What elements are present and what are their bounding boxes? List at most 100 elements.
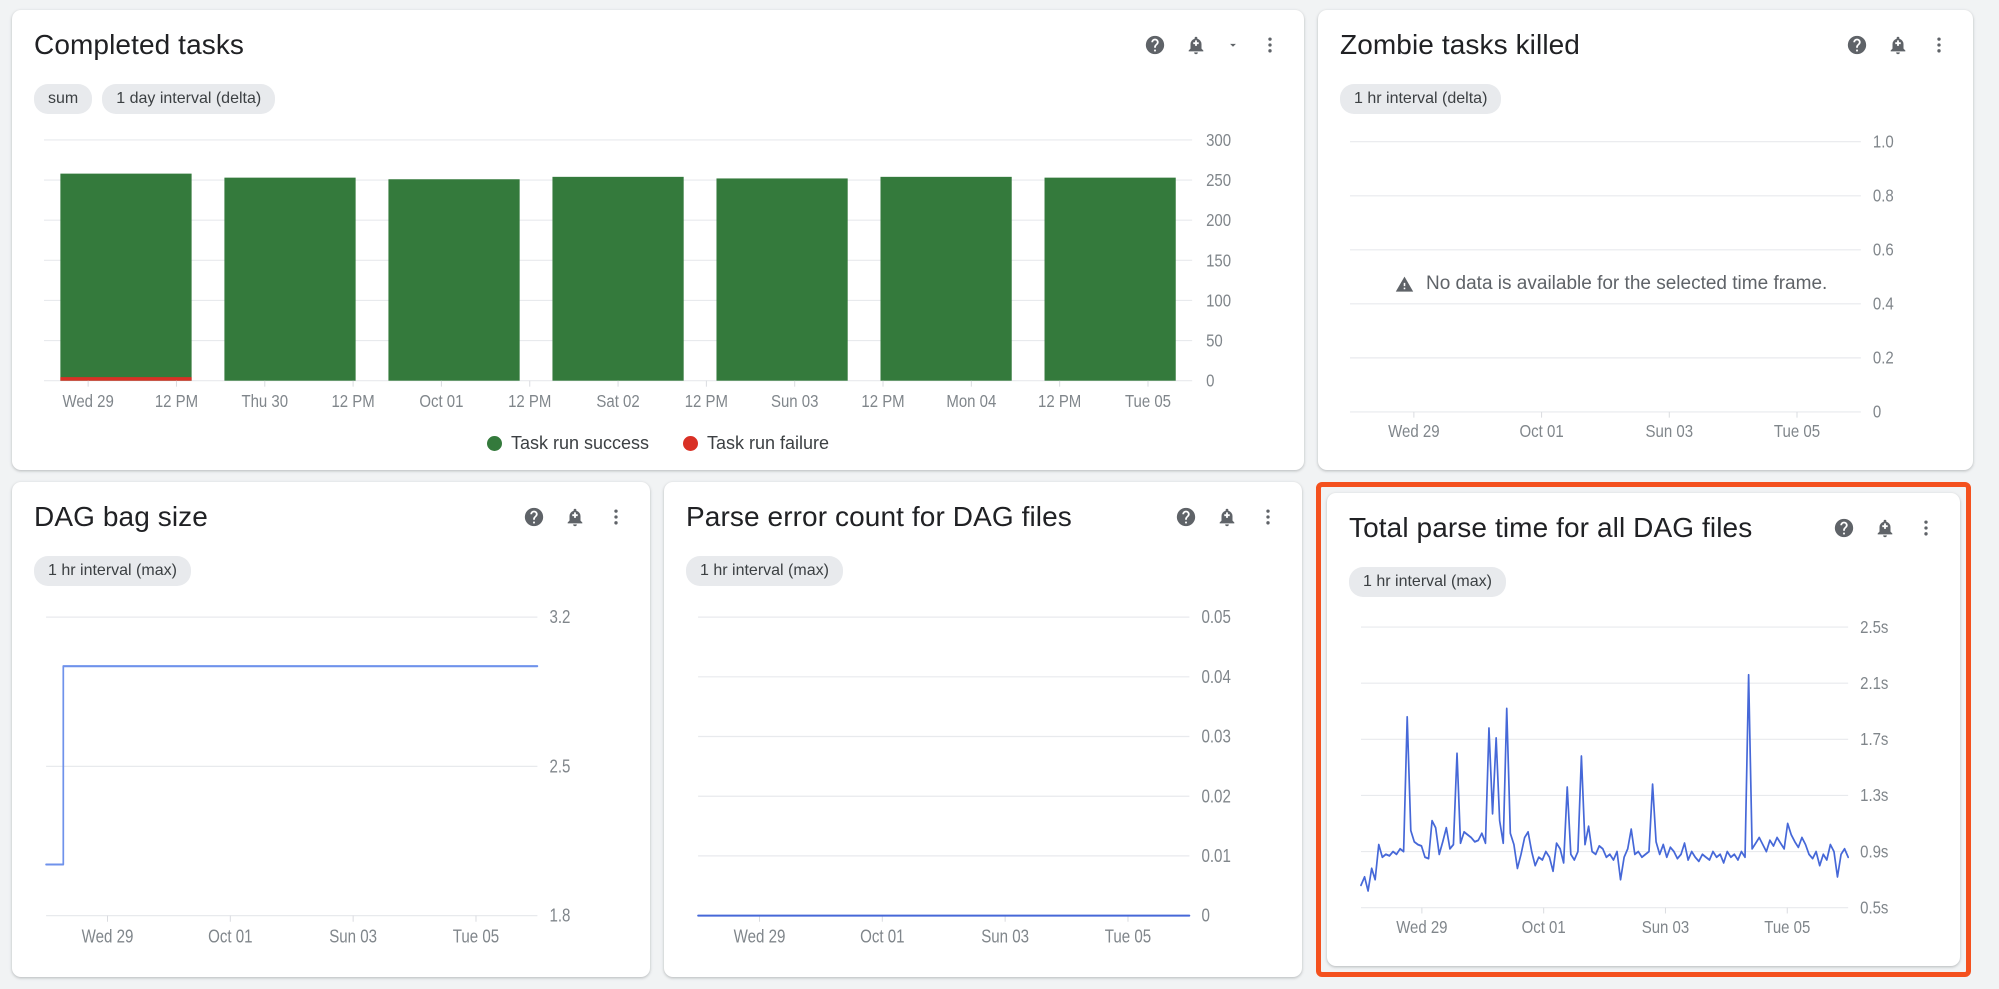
help-icon[interactable] (522, 505, 546, 529)
bell-add-icon[interactable] (1184, 33, 1208, 57)
chip-aggregation[interactable]: sum (34, 84, 93, 114)
kebab-menu-icon[interactable] (1256, 505, 1280, 529)
svg-text:0.5s: 0.5s (1860, 898, 1888, 917)
panel-header: Zombie tasks killed (1340, 28, 1951, 68)
bell-add-icon[interactable] (1215, 505, 1239, 529)
legend-item-success[interactable]: Task run success (486, 432, 649, 454)
dashboard-row-bottom: DAG bag size 1 hr interval (max) (12, 482, 1987, 977)
panel-zombie-tasks: Zombie tasks killed 1 hr interval (delta… (1318, 10, 1973, 470)
svg-text:Sun 03: Sun 03 (771, 392, 818, 412)
svg-text:100: 100 (1206, 291, 1231, 311)
chart-zombie-tasks: 0 0.2 0.4 0.6 0.8 1.0 Wed 29 Oct 01 Sun 03 Tue 05… (1340, 128, 1951, 460)
bell-add-icon[interactable] (1886, 33, 1910, 57)
panel-header: Total parse time for all DAG files (1349, 511, 1938, 551)
svg-text:Sun 03: Sun 03 (1645, 422, 1693, 441)
svg-text:Oct 01: Oct 01 (1522, 918, 1566, 937)
svg-text:200: 200 (1206, 211, 1231, 231)
kebab-menu-icon[interactable] (1927, 33, 1951, 57)
svg-text:0.6: 0.6 (1873, 241, 1894, 260)
svg-text:0: 0 (1206, 371, 1214, 391)
kebab-menu-icon[interactable] (1258, 33, 1282, 57)
svg-text:12 PM: 12 PM (1038, 392, 1081, 412)
svg-text:Sat 02: Sat 02 (596, 392, 639, 412)
svg-text:0.05: 0.05 (1201, 607, 1230, 628)
legend-dot-failure (683, 435, 698, 451)
page-title: Total parse time for all DAG files (1349, 512, 1753, 543)
no-data-message: No data is available for the selected ti… (1395, 273, 1827, 295)
legend-dot-success (486, 435, 502, 451)
svg-text:300: 300 (1206, 131, 1231, 151)
svg-text:Mon 04: Mon 04 (946, 392, 996, 412)
svg-text:Wed 29: Wed 29 (1388, 422, 1440, 441)
svg-text:12 PM: 12 PM (685, 392, 728, 412)
selection-highlight-border: Total parse time for all DAG files (1316, 482, 1971, 977)
bell-add-icon[interactable] (563, 505, 587, 529)
svg-text:Oct 01: Oct 01 (419, 392, 463, 412)
svg-text:Sun 03: Sun 03 (329, 926, 377, 947)
svg-text:Oct 01: Oct 01 (860, 926, 904, 947)
svg-text:Tue 05: Tue 05 (1125, 392, 1171, 412)
kebab-menu-icon[interactable] (604, 505, 628, 529)
svg-text:0.01: 0.01 (1201, 846, 1230, 867)
page-title: Parse error count for DAG files (686, 501, 1072, 532)
panel-header: DAG bag size (34, 500, 628, 540)
legend-label-failure: Task run failure (707, 432, 830, 453)
svg-text:0.8: 0.8 (1873, 187, 1894, 206)
chip-interval[interactable]: 1 hr interval (max) (686, 556, 843, 586)
svg-text:Tue 05: Tue 05 (453, 926, 499, 947)
page-title: Completed tasks (34, 29, 245, 60)
svg-text:Wed 29: Wed 29 (734, 926, 786, 947)
legend-label-success: Task run success (510, 432, 649, 453)
panel-chips: 1 hr interval (delta) (1340, 84, 1951, 114)
svg-text:1.0: 1.0 (1873, 133, 1894, 152)
panel-chips: 1 hr interval (max) (1349, 567, 1938, 597)
svg-text:0.04: 0.04 (1201, 667, 1230, 688)
chart-parse-error-count: 0 0.01 0.02 0.03 0.04 0.05 Wed 29 Oct 01 Sun 03 T… (686, 600, 1280, 967)
svg-text:250: 250 (1206, 171, 1231, 191)
panel-header-icons (1143, 28, 1282, 57)
svg-text:12 PM: 12 PM (508, 392, 551, 412)
panel-parse-error-count: Parse error count for DAG files 1 hr int… (664, 482, 1302, 977)
chevron-down-icon[interactable] (1225, 37, 1241, 53)
help-icon[interactable] (1174, 505, 1198, 529)
svg-text:0.03: 0.03 (1201, 726, 1230, 747)
svg-text:Sun 03: Sun 03 (1642, 918, 1689, 937)
svg-text:0: 0 (1873, 403, 1881, 422)
svg-text:0.02: 0.02 (1201, 786, 1230, 807)
no-data-text: No data is available for the selected ti… (1425, 273, 1828, 295)
chip-interval[interactable]: 1 day interval (delta) (102, 84, 276, 114)
svg-text:2.5s: 2.5s (1860, 618, 1888, 637)
chip-interval[interactable]: 1 hr interval (delta) (1340, 84, 1502, 114)
help-icon[interactable] (1845, 33, 1869, 57)
kebab-menu-icon[interactable] (1914, 516, 1938, 540)
svg-text:Wed 29: Wed 29 (1396, 918, 1447, 937)
panel-header-icons (522, 500, 628, 529)
svg-text:Tue 05: Tue 05 (1774, 422, 1820, 441)
panel-chips: 1 hr interval (max) (686, 556, 1280, 586)
svg-text:0.9s: 0.9s (1860, 842, 1888, 861)
bell-add-icon[interactable] (1873, 516, 1897, 540)
dashboard-row-top: Completed tasks sum (12, 10, 1987, 470)
help-icon[interactable] (1143, 33, 1167, 57)
svg-text:Wed 29: Wed 29 (82, 926, 134, 947)
panel-header: Completed tasks (34, 28, 1282, 68)
svg-text:Thu 30: Thu 30 (241, 392, 288, 412)
chip-interval[interactable]: 1 hr interval (max) (1349, 567, 1506, 597)
chart-total-parse-time: 0.5s 0.9s 1.3s 1.7s 2.1s 2.5s Wed 29 Oct 01 Sun … (1349, 611, 1938, 956)
svg-text:0.4: 0.4 (1873, 295, 1894, 314)
panel-header-icons (1174, 500, 1280, 529)
page-title: Zombie tasks killed (1340, 29, 1580, 60)
svg-text:1.7s: 1.7s (1860, 730, 1888, 749)
svg-text:2.1s: 2.1s (1860, 674, 1888, 693)
help-icon[interactable] (1832, 516, 1856, 540)
legend-item-failure[interactable]: Task run failure (683, 433, 829, 454)
page-title: DAG bag size (34, 501, 208, 532)
panel-dag-bag-size: DAG bag size 1 hr interval (max) (12, 482, 650, 977)
svg-text:50: 50 (1206, 331, 1223, 351)
chip-interval[interactable]: 1 hr interval (max) (34, 556, 191, 586)
svg-text:3.2: 3.2 (549, 607, 570, 628)
svg-text:Tue 05: Tue 05 (1764, 918, 1810, 937)
svg-text:1.3s: 1.3s (1860, 786, 1888, 805)
panel-completed-tasks: Completed tasks sum (12, 10, 1304, 470)
svg-text:12 PM: 12 PM (331, 392, 374, 412)
